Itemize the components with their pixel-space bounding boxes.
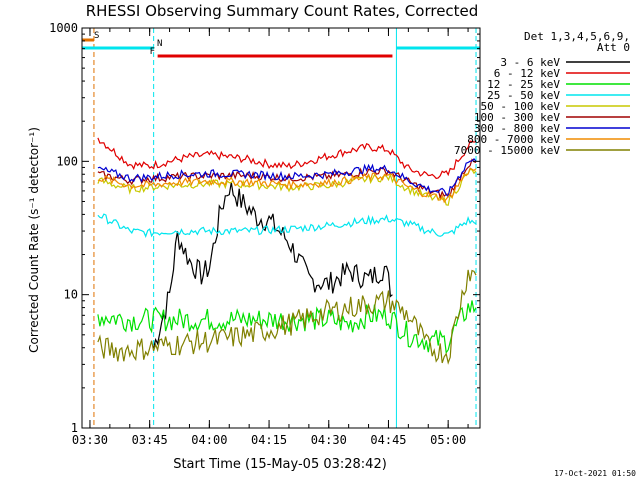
x-tick-label: 03:45 bbox=[132, 433, 168, 447]
legend-label-3: 25 - 50 keV bbox=[487, 89, 560, 102]
plot-frame bbox=[81, 27, 481, 429]
series-line-7 bbox=[97, 167, 477, 204]
series-line-1 bbox=[97, 137, 477, 180]
flag-label-N: N bbox=[157, 39, 162, 49]
y-tick-label: 100 bbox=[56, 154, 78, 168]
legend-label-0: 3 - 6 keV bbox=[500, 56, 560, 69]
y-tick-label: 10 bbox=[64, 288, 78, 302]
x-tick-label: 04:00 bbox=[191, 433, 227, 447]
x-tick-label: 04:15 bbox=[251, 433, 287, 447]
series-line-3 bbox=[97, 213, 477, 238]
x-tick-label: 04:45 bbox=[370, 433, 406, 447]
y-tick-label: 1 bbox=[71, 421, 78, 435]
legend-label-2: 12 - 25 keV bbox=[487, 78, 560, 91]
series-line-8 bbox=[97, 269, 477, 365]
footer-date: 17-Oct-2021 01:50 bbox=[554, 469, 636, 478]
y-axis-label: Corrected Count Rate (s⁻¹ detector⁻¹) bbox=[27, 127, 41, 353]
series-line-0 bbox=[153, 182, 393, 349]
legend-label-4: 50 - 100 keV bbox=[481, 100, 561, 113]
series-line-6 bbox=[97, 158, 477, 198]
legend-header-detectors: Det 1,3,4,5,6,9, bbox=[524, 30, 630, 43]
x-tick-label: 04:30 bbox=[311, 433, 347, 447]
x-tick-label: 05:00 bbox=[430, 433, 466, 447]
legend-header-attenuator: Att 0 bbox=[597, 41, 630, 54]
legend-label-8: 7000 - 15000 keV bbox=[454, 144, 560, 157]
x-tick-label: 03:30 bbox=[72, 433, 108, 447]
legend-label-7: 800 - 7000 keV bbox=[467, 133, 560, 146]
plot-area: S NF bbox=[81, 28, 480, 428]
flag-label-F: F bbox=[150, 47, 155, 57]
legend-label-5: 100 - 300 keV bbox=[474, 111, 560, 124]
x-axis-label: Start Time (15-May-05 03:28:42) bbox=[173, 457, 387, 472]
legend-label-1: 6 - 12 keV bbox=[494, 67, 561, 80]
y-tick-label: 1000 bbox=[49, 21, 78, 35]
axes: 1 10 100 1000 03:30 03:45 04:00 04:15 04:30 04:45… bbox=[49, 21, 480, 447]
flag-label-S: S bbox=[94, 31, 99, 41]
chart-title: RHESSI Observing Summary Count Rates, Co… bbox=[86, 2, 479, 20]
legend-label-6: 300 - 800 keV bbox=[474, 122, 560, 135]
